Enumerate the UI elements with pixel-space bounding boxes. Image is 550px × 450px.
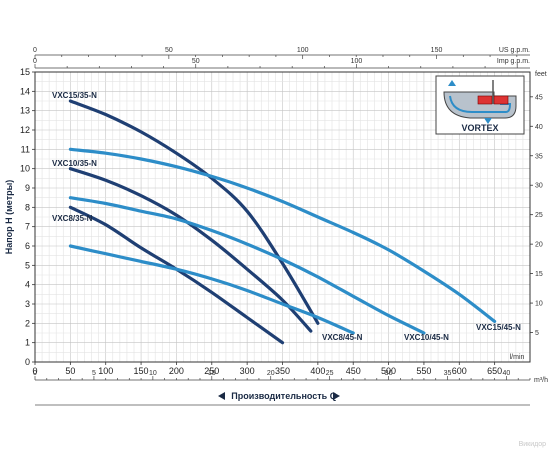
flow-arrow-icon — [448, 80, 456, 86]
usgpm-tick-label: 50 — [165, 47, 173, 54]
m3h-tick-label: 25 — [326, 370, 334, 377]
x-tick-label: 250 — [204, 366, 219, 376]
lmin-unit-label: l/min — [510, 354, 525, 361]
x-tick-label: 300 — [240, 366, 255, 376]
y-tick-label: 12 — [20, 125, 30, 135]
feet-tick-label: 20 — [535, 242, 543, 249]
y-tick-label: 6 — [25, 241, 30, 251]
impgpm-tick-label: 50 — [192, 58, 200, 65]
arrow-left-icon — [218, 392, 225, 400]
usgpm-unit-label: US g.p.m. — [499, 47, 530, 54]
feet-tick-label: 10 — [535, 301, 543, 308]
impgpm-tick-label: 0 — [33, 58, 37, 65]
x-tick-label: 150 — [134, 366, 149, 376]
y-tick-label: 8 — [25, 202, 30, 212]
series-label: VXC15/45-N — [476, 323, 521, 332]
x-tick-label: 650 — [487, 366, 502, 376]
x-tick-label: 450 — [346, 366, 361, 376]
m3h-tick-label: 10 — [149, 370, 157, 377]
y-tick-label: 4 — [25, 280, 30, 290]
feet-tick-label: 45 — [535, 94, 543, 101]
feet-tick-label: 30 — [535, 183, 543, 190]
feet-tick-label: 5 — [535, 330, 539, 337]
y-tick-label: 10 — [20, 164, 30, 174]
y-tick-label: 0 — [25, 357, 30, 367]
arrow-right-icon — [333, 392, 340, 400]
x-axis-title-group: Производительность Q — [218, 391, 340, 401]
m3h-unit-label: m³/h — [534, 377, 548, 384]
impgpm-unit-label: Imp g.p.m. — [497, 58, 530, 65]
y-tick-label: 9 — [25, 183, 30, 193]
y-tick-label: 5 — [25, 260, 30, 270]
vortex-inset: VORTEX — [435, 75, 525, 135]
x-tick-label: 550 — [416, 366, 431, 376]
series-label: VXC10/45-N — [404, 333, 449, 342]
feet-tick-label: 25 — [535, 212, 543, 219]
y-tick-label: 3 — [25, 299, 30, 309]
feet-tick-label: 15 — [535, 271, 543, 278]
series-label: VXC8/45-N — [322, 333, 363, 342]
usgpm-tick-label: 150 — [431, 47, 443, 54]
series-line-vxc10-35-n — [68, 167, 313, 333]
series-label: VXC10/35-N — [52, 159, 97, 168]
series-line-vxc8-45-n — [68, 244, 355, 335]
axes: 012345678910111213141551015202530354045f… — [20, 47, 548, 384]
x-axis-title: Производительность Q — [231, 391, 336, 401]
x-tick-label: 200 — [169, 366, 184, 376]
x-tick-label: 100 — [98, 366, 113, 376]
x-tick-label: 400 — [310, 366, 325, 376]
y-tick-label: 7 — [25, 222, 30, 232]
pump-curves: VXC15/35-N VXC10/35-N VXC8/35-N VXC15/45-N V… — [52, 91, 521, 345]
m3h-tick-label: 40 — [503, 370, 511, 377]
inlet-arrow-icon — [484, 118, 492, 124]
watermark: Викидор — [519, 441, 547, 448]
y-tick-label: 1 — [25, 338, 30, 348]
m3h-tick-label: 20 — [267, 370, 275, 377]
y-tick-label: 14 — [20, 86, 30, 96]
series-line-vxc15-35-n — [68, 99, 320, 325]
x-tick-label: 350 — [275, 366, 290, 376]
m3h-tick-label: 35 — [444, 370, 452, 377]
m3h-tick-label: 15 — [208, 370, 216, 377]
y-tick-label: 2 — [25, 318, 30, 328]
series-label: VXC8/35-N — [52, 214, 93, 223]
m3h-tick-label: 5 — [92, 370, 96, 377]
y-axis-title: Напор H (метры) — [4, 180, 14, 255]
series-line-vxc15-45-n — [68, 147, 497, 323]
y-tick-label: 15 — [20, 67, 30, 77]
x-tick-label: 0 — [32, 366, 37, 376]
feet-tick-label: 35 — [535, 153, 543, 160]
series-label: VXC15/35-N — [52, 91, 97, 100]
m3h-tick-label: 30 — [385, 370, 393, 377]
x-tick-label: 600 — [452, 366, 467, 376]
series-line-vxc10-45-n — [68, 196, 426, 335]
feet-unit-label: feet — [535, 71, 547, 78]
m3h-tick-label: 0 — [33, 370, 37, 377]
impgpm-tick-label: 100 — [351, 58, 363, 65]
y-tick-label: 13 — [20, 106, 30, 116]
x-tick-label: 50 — [65, 366, 75, 376]
inset-label: VORTEX — [461, 123, 498, 133]
feet-tick-label: 40 — [535, 124, 543, 131]
usgpm-tick-label: 0 — [33, 47, 37, 54]
x-tick-label: 500 — [381, 366, 396, 376]
y-tick-label: 11 — [21, 144, 30, 154]
usgpm-tick-label: 100 — [297, 47, 309, 54]
